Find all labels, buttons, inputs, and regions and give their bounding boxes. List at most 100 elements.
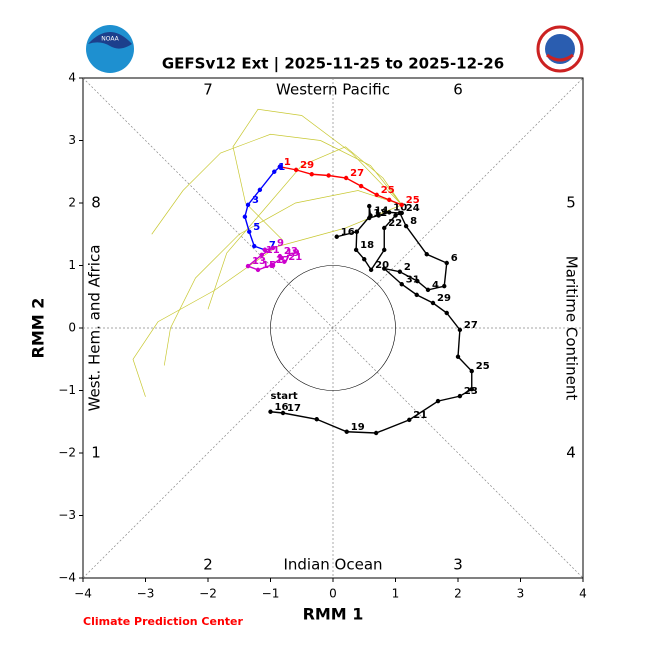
point bbox=[469, 368, 474, 374]
unit-circle bbox=[270, 265, 396, 391]
point bbox=[343, 175, 349, 181]
point-label: 14 bbox=[375, 206, 389, 217]
phase-label: 7 bbox=[203, 81, 213, 99]
point bbox=[442, 283, 447, 289]
region-label: Western Pacific bbox=[276, 81, 390, 99]
point bbox=[262, 247, 268, 253]
x-axis-label: RMM 1 bbox=[303, 605, 364, 624]
point bbox=[387, 197, 392, 203]
point bbox=[424, 252, 429, 257]
phase-label: 3 bbox=[453, 556, 463, 574]
point bbox=[457, 393, 463, 399]
point bbox=[382, 266, 387, 271]
x-tick-label: 0 bbox=[329, 587, 337, 601]
point-label: 16 bbox=[275, 402, 289, 413]
point bbox=[444, 310, 449, 316]
point bbox=[362, 257, 367, 262]
point-label: 12 bbox=[373, 208, 387, 219]
point-label: 22 bbox=[388, 218, 402, 229]
point-label: 15 bbox=[262, 260, 276, 271]
point bbox=[272, 169, 277, 174]
ensemble-member bbox=[207, 146, 403, 310]
ensemble-member bbox=[232, 108, 403, 241]
x-tick-label: −2 bbox=[199, 587, 217, 601]
point-label: 25 bbox=[381, 185, 395, 196]
point bbox=[415, 278, 420, 284]
point bbox=[358, 183, 364, 189]
point bbox=[354, 229, 359, 234]
phase-label: 4 bbox=[566, 444, 576, 462]
point-label: 4 bbox=[432, 280, 439, 291]
point bbox=[269, 262, 274, 268]
ensemble-member bbox=[163, 190, 402, 366]
point bbox=[425, 287, 431, 293]
y-tick-label: 2 bbox=[68, 196, 76, 210]
point-label: 25 bbox=[406, 195, 420, 206]
point-label: 8 bbox=[410, 216, 417, 227]
point-label: 24 bbox=[406, 203, 420, 214]
nws-logo bbox=[536, 25, 584, 73]
point bbox=[435, 398, 441, 404]
point bbox=[277, 253, 283, 259]
point bbox=[397, 269, 403, 274]
point-label: 17 bbox=[287, 403, 301, 414]
point-label: 11 bbox=[266, 245, 280, 256]
point-label: 23 bbox=[464, 386, 478, 397]
x-tick-label: −4 bbox=[74, 587, 92, 601]
region-label: Indian Ocean bbox=[283, 556, 382, 574]
point bbox=[282, 259, 287, 264]
point-label: 20 bbox=[375, 260, 389, 271]
y-axis-label: RMM 2 bbox=[29, 298, 48, 359]
x-tick-label: −3 bbox=[137, 587, 155, 601]
point bbox=[309, 172, 314, 177]
point bbox=[245, 202, 251, 208]
point bbox=[268, 409, 273, 414]
point bbox=[326, 173, 331, 178]
point bbox=[280, 410, 286, 416]
y-tick-label: −4 bbox=[58, 571, 76, 585]
point-label: 6 bbox=[451, 253, 458, 264]
point bbox=[245, 263, 251, 269]
point bbox=[444, 260, 449, 266]
noaa-logo: NOAA bbox=[86, 25, 134, 73]
point bbox=[376, 213, 381, 218]
point bbox=[374, 192, 379, 198]
point-label: 23 bbox=[284, 246, 298, 257]
point bbox=[399, 210, 404, 216]
point-label: 21 bbox=[413, 410, 427, 421]
point bbox=[293, 167, 299, 173]
series-line bbox=[270, 206, 473, 434]
phase-label: 6 bbox=[453, 81, 463, 99]
point bbox=[373, 430, 379, 436]
point bbox=[255, 267, 261, 273]
point-label: 13 bbox=[252, 256, 266, 267]
series-line bbox=[244, 166, 281, 251]
svg-text:NOAA: NOAA bbox=[101, 36, 119, 43]
y-tick-label: 3 bbox=[68, 133, 76, 147]
footer: Climate Prediction Center bbox=[83, 615, 243, 628]
point bbox=[314, 417, 319, 422]
point bbox=[353, 247, 359, 253]
point-label: 7 bbox=[269, 240, 276, 251]
point-label: 29 bbox=[300, 160, 314, 171]
region-label: West. Hem. and Africa bbox=[86, 245, 104, 412]
point bbox=[344, 429, 349, 434]
phase-label: 1 bbox=[91, 444, 101, 462]
y-tick-label: 1 bbox=[68, 258, 76, 272]
point bbox=[430, 300, 436, 306]
point bbox=[387, 210, 392, 215]
y-tick-label: −1 bbox=[58, 383, 76, 397]
point-label: 9 bbox=[277, 238, 284, 249]
point-label: 1 bbox=[284, 157, 291, 168]
point bbox=[252, 243, 257, 249]
x-tick-label: 1 bbox=[392, 587, 400, 601]
start-label: start bbox=[271, 391, 298, 402]
point bbox=[382, 247, 387, 253]
ensemble-member bbox=[132, 204, 402, 397]
point bbox=[334, 234, 339, 239]
x-tick-label: 2 bbox=[454, 587, 462, 601]
point-label: 19 bbox=[351, 422, 365, 433]
point-label: 3 bbox=[252, 195, 259, 206]
point bbox=[414, 292, 419, 298]
